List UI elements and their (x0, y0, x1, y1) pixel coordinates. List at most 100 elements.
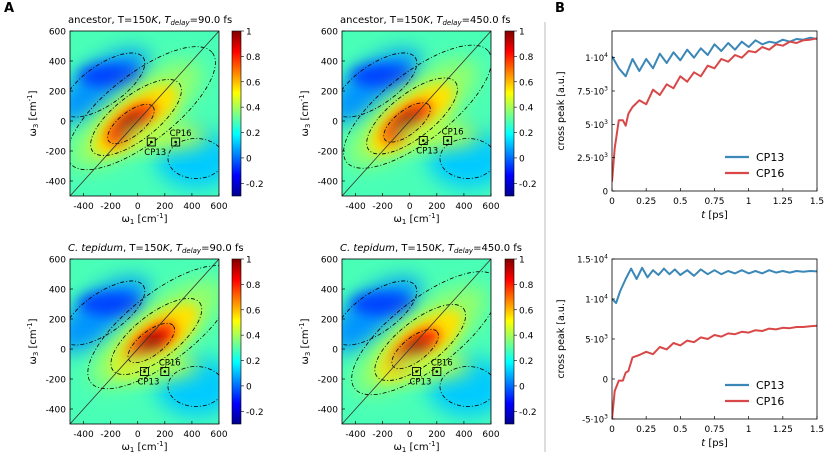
cp16-marker (443, 136, 453, 145)
cp13-label: CP13 (138, 378, 160, 388)
colorbar-tick-label: 1 (519, 256, 525, 266)
x-tick-label: 1.25 (773, 197, 793, 207)
contour-line (87, 265, 219, 390)
negative-lobe (350, 64, 415, 88)
x-tick-label: 400 (455, 202, 472, 212)
cp13-label: CP13 (416, 147, 438, 157)
y-tick-label: 0 (60, 346, 66, 356)
x-axis-label: ω1 [cm-1] (393, 212, 439, 226)
x-axis-label: t [ps] (701, 210, 728, 221)
cp13-marker (418, 136, 428, 145)
cp13-marker (146, 137, 156, 147)
series-line-cp13 (612, 36, 817, 78)
heatmap-area (342, 31, 491, 196)
negative-lobe (78, 292, 143, 316)
negative-lobe (350, 292, 415, 316)
x-tick-label: 600 (210, 202, 227, 212)
y-tick-label: 0 (332, 346, 338, 356)
contour-line (342, 52, 418, 118)
colorbar-tick-label: 0.6 (519, 78, 534, 88)
y-tick-label: 600 (321, 28, 338, 38)
legend-label-cp16: CP16 (756, 167, 784, 180)
y-tick-label: 1·104 (585, 52, 608, 64)
cp13-marker-dot (149, 140, 153, 144)
heatmap-area (70, 259, 219, 424)
x-tick-label: 400 (455, 430, 472, 440)
cp13-label: CP13 (144, 148, 166, 158)
y-tick-label: 400 (49, 58, 66, 68)
legend-label-cp16: CP16 (756, 395, 784, 408)
x-tick-label: 1 (746, 197, 752, 207)
y-tick-label: 200 (321, 316, 338, 326)
contour-line (167, 366, 219, 407)
colorbar (231, 30, 242, 197)
y-tick-label: -400 (318, 178, 339, 188)
cp16-marker (432, 367, 442, 376)
colorbar-tick-label: 1 (246, 28, 252, 38)
cp13-marker-dot (415, 370, 418, 373)
negative-lobe (78, 64, 143, 88)
heatmap-panels: CP13 CP16 -400 -200 0 200 400 600 600 400 200 0 -200… (26, 15, 537, 454)
contour-line (107, 103, 155, 145)
y-tick-label: 5·103 (585, 334, 608, 346)
y-tick-label: 400 (321, 286, 338, 296)
cp16-label: CP16 (442, 128, 464, 138)
colorbar-tick-label: 0.8 (246, 281, 261, 291)
panel-title: ancestor, T=150K, Tdelay=90.0 fs (68, 15, 232, 27)
x-tick-label: 0 (407, 430, 413, 440)
colorbar-tick-label: 0.8 (519, 53, 534, 63)
y-tick-label: 200 (49, 88, 66, 98)
cp16-marker-dot (174, 140, 177, 144)
y-tick-label: 0 (60, 118, 66, 128)
contour-line (374, 304, 467, 381)
cp13-label: CP13 (410, 378, 432, 388)
contour-line (70, 46, 216, 171)
panel-title: ancestor, T=150K, Tdelay=450.0 fs (340, 15, 511, 27)
x-axis-label: ω1 [cm-1] (393, 440, 439, 454)
plot-frame (611, 258, 818, 420)
y-tick-label: 400 (49, 286, 66, 296)
series-line-cp13 (612, 266, 817, 304)
colorbar-tick-label: -0.2 (519, 408, 537, 418)
heatmap-panel: CP13 CP16 -400 -200 0 200 400 600 600 400 200 0 -200… (298, 243, 537, 454)
y-tick-label: -200 (318, 148, 339, 158)
contour-line (391, 328, 439, 370)
colorbar-tick-label: 1 (519, 28, 525, 38)
y-tick-label: 0 (332, 118, 338, 128)
colorbar-tick-label: 0.4 (519, 332, 534, 342)
colorbar-tick-label: 0.6 (246, 78, 261, 88)
contour-line (343, 44, 491, 169)
contour-line (90, 79, 182, 156)
x-tick-label: 400 (183, 430, 200, 440)
colorbar-tick-label: 0.4 (519, 104, 534, 114)
x-tick-label: 0 (135, 202, 141, 212)
x-tick-label: -400 (73, 202, 94, 212)
plot-frame (341, 30, 492, 197)
colorbar-tick-label: -0.2 (246, 408, 264, 418)
line-panels: 0 0.25 0.5 0.75 1 1.25 1.5 1·104 7.5·103 5·103 2.5… (556, 30, 824, 449)
x-tick-label: 0 (407, 202, 413, 212)
x-axis-label: ω1 [cm-1] (121, 212, 167, 226)
y-tick-label: 1·104 (585, 294, 608, 306)
heatmap-panel: CP13 CP16 -400 -200 0 200 400 600 600 400 200 0 -200… (298, 15, 537, 226)
contour-line (127, 322, 175, 364)
colorbar-tick-label: 0 (246, 382, 252, 392)
y-tick-label: -400 (46, 178, 67, 188)
panel-title: C. tepidum, T=150K, Tdelay=90.0 fs (68, 243, 244, 255)
colorbar-tick-label: 0.8 (519, 281, 534, 291)
contour-line (351, 271, 491, 396)
panel-label-a: A (4, 1, 14, 16)
colorbar-tick-label: 0 (519, 154, 525, 164)
x-tick-label: -200 (100, 202, 121, 212)
contour-line (70, 280, 146, 346)
y-tick-label: 400 (321, 58, 338, 68)
cp16-label: CP16 (170, 129, 192, 139)
x-tick-label: 200 (428, 202, 445, 212)
contour-line (383, 102, 431, 143)
x-tick-label: 200 (156, 202, 173, 212)
y-tick-label: 600 (321, 256, 338, 266)
diagonal-line (70, 31, 219, 196)
x-tick-label: 0 (609, 425, 615, 435)
x-tick-label: 1.5 (810, 197, 824, 207)
contour-line (342, 280, 418, 346)
